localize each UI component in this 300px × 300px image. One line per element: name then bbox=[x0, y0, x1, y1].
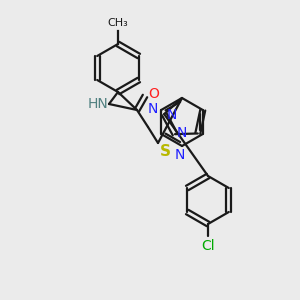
Text: O: O bbox=[148, 87, 159, 101]
Text: CH₃: CH₃ bbox=[108, 18, 128, 28]
Text: HN: HN bbox=[87, 97, 108, 111]
Text: N: N bbox=[148, 102, 158, 116]
Text: Cl: Cl bbox=[201, 239, 215, 253]
Text: S: S bbox=[160, 144, 171, 159]
Text: N: N bbox=[166, 108, 176, 122]
Text: N: N bbox=[177, 126, 188, 140]
Text: N: N bbox=[175, 148, 185, 162]
